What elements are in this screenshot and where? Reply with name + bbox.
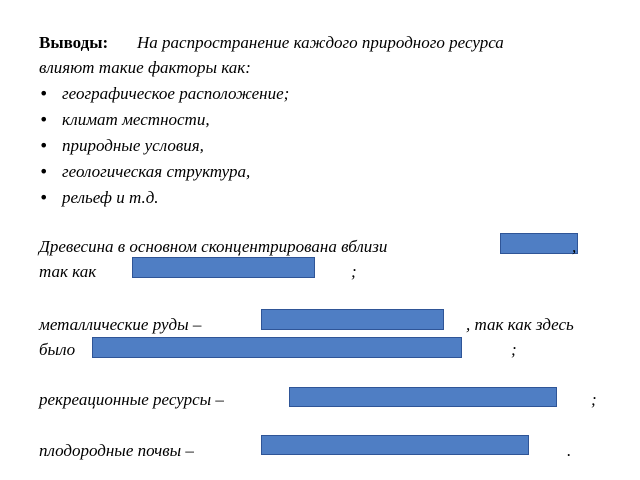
answer-blank-wood-reason[interactable] <box>132 257 315 278</box>
intro-line-2: влияют такие факторы как: <box>39 58 251 77</box>
wood-comma: , <box>572 237 577 256</box>
bullet-glyph: • <box>39 136 49 155</box>
wood-statement-line-2: так как <box>39 262 97 281</box>
ores-statement-line-1: металлические руды – <box>39 315 202 334</box>
bullet-glyph: • <box>39 84 49 103</box>
factor-item: географическое расположение; <box>62 84 290 103</box>
wood-line-end: ; <box>351 262 357 281</box>
recreation-line-end: ; <box>591 390 597 409</box>
ores-line-end: ; <box>511 340 517 359</box>
ores-middle-text: , так как здесь <box>466 315 574 334</box>
factor-item: геологическая структура, <box>62 162 251 181</box>
soils-statement: плодородные почвы – <box>39 441 194 460</box>
answer-blank-soils[interactable] <box>261 435 529 455</box>
soils-line-end: . <box>567 441 572 460</box>
bullet-glyph: • <box>39 162 49 181</box>
answer-blank-wood-location[interactable] <box>500 233 578 254</box>
wood-statement-line-1: Древесина в основном сконцентрирована вб… <box>39 237 388 256</box>
recreation-statement: рекреационные ресурсы – <box>39 390 224 409</box>
factor-item: климат местности, <box>62 110 210 129</box>
factor-item: природные условия, <box>62 136 204 155</box>
factor-item: рельеф и т.д. <box>62 188 159 207</box>
bullet-glyph: • <box>39 110 49 129</box>
answer-blank-recreation[interactable] <box>289 387 557 407</box>
bullet-glyph: • <box>39 188 49 207</box>
intro-line-1: На распространение каждого природного ре… <box>137 33 504 52</box>
answer-blank-ores-reason[interactable] <box>92 337 462 358</box>
ores-statement-line-2: было <box>39 340 76 359</box>
answer-blank-ores-location[interactable] <box>261 309 444 330</box>
conclusions-heading: Выводы: <box>39 33 109 52</box>
